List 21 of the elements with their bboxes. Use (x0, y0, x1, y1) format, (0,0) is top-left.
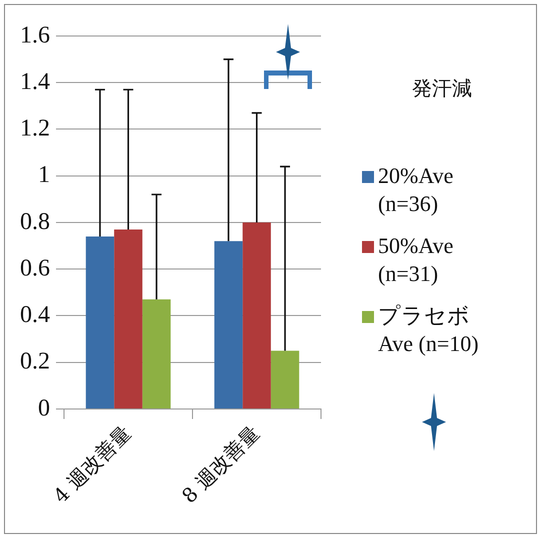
y-tick-label: 0.4 (20, 302, 50, 328)
y-tick-label: 0.8 (20, 208, 50, 235)
y-tick-label: 0.2 (20, 348, 50, 375)
bar (242, 222, 271, 408)
y-tick-label: 1.6 (20, 22, 50, 48)
legend-label: 50%Ave (n=31) (378, 232, 454, 288)
y-tick-label: 0.6 (20, 255, 50, 282)
y-tick-label: 1.4 (20, 68, 50, 95)
y-tick-label: 1.2 (20, 116, 50, 142)
legend-label: 20%Ave (n=36) (378, 162, 454, 218)
bar (142, 299, 171, 408)
y-tick-label: 1 (38, 162, 50, 188)
y-tick-label: 0 (38, 395, 50, 422)
bar (214, 241, 243, 408)
bar (86, 236, 114, 408)
bar (114, 229, 142, 408)
bar (270, 350, 300, 408)
legend-title: 発汗減 (412, 75, 473, 102)
x-tick-label: 4 週改善量 (48, 420, 136, 508)
x-tick-label: 8 週改善量 (176, 420, 264, 508)
legend-label: プラセボAve (n=10) (378, 302, 480, 358)
